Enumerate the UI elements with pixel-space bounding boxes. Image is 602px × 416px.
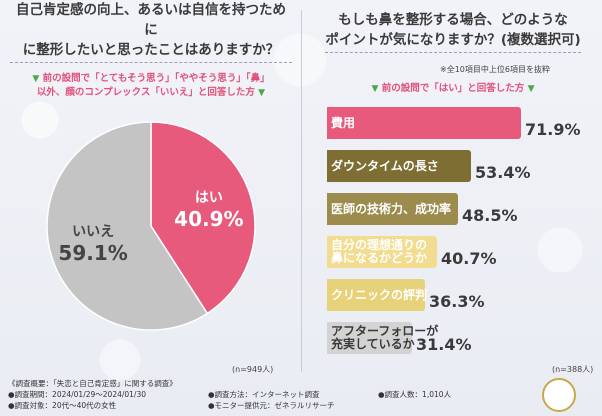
brand-logo-icon [542, 378, 576, 412]
pie-svg [46, 121, 256, 331]
left-title-line1: 自己肯定感の向上、あるいは自信を持つために [16, 1, 286, 38]
right-title-line2: ポイントが気になりますか？(複数選択可) [325, 31, 581, 48]
bar-1 [327, 150, 471, 182]
pie-chart: はい 40.9% いいえ 59.1% [45, 120, 257, 332]
bar-value-3: 40.7% [441, 249, 497, 268]
bar-label-3: 自分の理想通りの 鼻になるかどうか [331, 238, 428, 265]
left-panel-title: 自己肯定感の向上、あるいは自信を持つために に整形したいと思ったことはありますか… [10, 2, 292, 63]
bar-3 [327, 236, 437, 268]
bar-4 [327, 279, 425, 311]
triangle-down-icon: ▼ [32, 74, 40, 84]
footer-overview: 《調査概要：「失恋と自己肯定感」に関する調査》 [8, 379, 177, 388]
pie-label-0: はい 40.9% [169, 187, 249, 231]
footer-count: ●調査人数：1,010人 [378, 390, 452, 399]
bar-label-1: ダウンタイムの長さ [331, 158, 439, 173]
pie-label-value: 59.1% [58, 241, 128, 265]
bar-value-5: 31.4% [416, 335, 472, 354]
triangle-down-icon: ▼ [371, 84, 379, 94]
triangle-down-icon: ▼ [527, 84, 535, 94]
right-n-count: (n=388人) [552, 365, 594, 374]
right-title-line1: もしも鼻を整形する場合、どのような [338, 11, 568, 28]
bar-0 [327, 107, 521, 139]
bar-value-4: 36.3% [429, 292, 485, 311]
bar-2 [327, 193, 458, 225]
footer-method: ●調査方法：インターネット調査 [208, 390, 320, 399]
left-note-line2: 以外、顔のコンプレックス「いいえ」と回答した方 [36, 87, 255, 98]
bar-label-0: 費用 [331, 115, 356, 130]
pie-label-name: いいえ [72, 224, 115, 240]
pie-label-name: はい [194, 189, 223, 206]
pie-slice-1 [46, 121, 209, 331]
bar-value-1: 53.4% [475, 163, 531, 182]
bar-label-4: クリニックの評判 [331, 287, 428, 302]
pie-label-1: いいえ 59.1% [53, 221, 133, 265]
footer-target: ●調査対象：20代～40代の女性 [8, 401, 117, 410]
left-n-count: (n=949人) [232, 365, 274, 374]
right-panel-title: もしも鼻を整形する場合、どのような ポイントが気になりますか？(複数選択可) [312, 6, 594, 56]
bar-label-5: アフターフォローが 充実しているか [331, 324, 439, 351]
bar-5 [327, 322, 412, 354]
bar-value-2: 48.5% [462, 206, 518, 225]
left-note-line1: 前の設問で「とてもそう思う」「ややそう思う」「鼻」 [42, 73, 270, 84]
footer-period: ●調査期間：2024/01/29～2024/01/30 [8, 390, 146, 399]
bar-label-2: 医師の技術力、成功率 [331, 201, 452, 216]
panel-divider [301, 10, 302, 372]
bar-value-0: 71.9% [525, 120, 581, 139]
footer-provider: ●モニター提供元：ゼネラルリサーチ [208, 401, 335, 410]
triangle-down-icon: ▼ [258, 88, 266, 98]
right-subnote: ※全10項目中上位6項目を抜粋 [440, 65, 550, 74]
pie-label-value: 40.9% [174, 206, 244, 231]
left-title-line2: に整形したいと思ったことはありますか？ [22, 41, 280, 58]
right-respondent-note: ▼ 前の設問で「はい」と回答した方 ▼ [312, 82, 594, 96]
right-note-text: 前の設問で「はい」と回答した方 [381, 83, 525, 94]
left-respondent-note: ▼ 前の設問で「とてもそう思う」「ややそう思う」「鼻」 以外、顔のコンプレックス… [10, 72, 292, 100]
